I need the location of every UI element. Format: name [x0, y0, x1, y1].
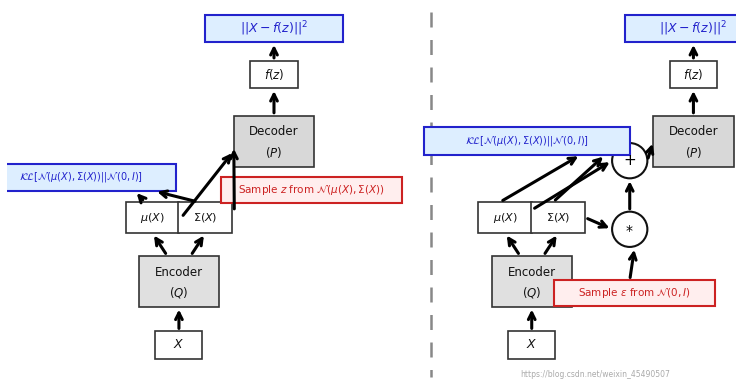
FancyBboxPatch shape	[625, 15, 743, 42]
Text: Decoder: Decoder	[669, 125, 718, 138]
Text: Sample $z$ from $\mathcal{N}(\mu(X), \Sigma(X))$: Sample $z$ from $\mathcal{N}(\mu(X), \Si…	[238, 183, 385, 197]
FancyBboxPatch shape	[508, 331, 555, 359]
FancyBboxPatch shape	[554, 280, 716, 306]
FancyBboxPatch shape	[221, 177, 402, 203]
FancyBboxPatch shape	[126, 202, 179, 233]
Text: $\mathcal{K}\mathcal{L}[\mathcal{N}(\mu(X),\Sigma(X))||\mathcal{N}(0,I)]$: $\mathcal{K}\mathcal{L}[\mathcal{N}(\mu(…	[465, 134, 588, 148]
Text: https://blog.csdn.net/weixin_45490507: https://blog.csdn.net/weixin_45490507	[521, 370, 670, 379]
Text: Sample $\epsilon$ from $\mathcal{N}(0, I)$: Sample $\epsilon$ from $\mathcal{N}(0, I…	[578, 286, 691, 300]
Text: $(P)$: $(P)$	[685, 145, 702, 160]
Text: $\mu(X)$: $\mu(X)$	[493, 210, 518, 224]
FancyBboxPatch shape	[139, 256, 219, 307]
FancyBboxPatch shape	[531, 202, 585, 233]
Text: $X$: $X$	[526, 338, 537, 351]
Circle shape	[612, 143, 647, 178]
Text: $(Q)$: $(Q)$	[169, 285, 189, 300]
Circle shape	[612, 212, 647, 247]
Text: $||X - f(z)||^2$: $||X - f(z)||^2$	[240, 19, 308, 38]
Text: $||X - f(z)||^2$: $||X - f(z)||^2$	[659, 19, 727, 38]
FancyBboxPatch shape	[424, 127, 630, 155]
Text: $f(z)$: $f(z)$	[264, 67, 285, 82]
FancyBboxPatch shape	[155, 331, 202, 359]
Text: $f(z)$: $f(z)$	[683, 67, 704, 82]
FancyBboxPatch shape	[670, 61, 717, 88]
Text: $+$: $+$	[623, 153, 636, 168]
Text: $(Q)$: $(Q)$	[522, 285, 542, 300]
Text: Encoder: Encoder	[507, 266, 556, 279]
FancyBboxPatch shape	[492, 256, 572, 307]
Text: $X$: $X$	[173, 338, 184, 351]
Text: $\Sigma(X)$: $\Sigma(X)$	[193, 211, 218, 224]
Text: $*$: $*$	[626, 222, 634, 236]
FancyBboxPatch shape	[178, 202, 233, 233]
Text: $\Sigma(X)$: $\Sigma(X)$	[546, 211, 571, 224]
FancyBboxPatch shape	[234, 116, 314, 166]
Text: Encoder: Encoder	[155, 266, 203, 279]
FancyBboxPatch shape	[250, 61, 297, 88]
FancyBboxPatch shape	[0, 164, 177, 191]
FancyBboxPatch shape	[205, 15, 343, 42]
FancyBboxPatch shape	[653, 116, 733, 166]
FancyBboxPatch shape	[478, 202, 532, 233]
Text: Decoder: Decoder	[249, 125, 299, 138]
Text: $(P)$: $(P)$	[265, 145, 282, 160]
Text: $\mu(X)$: $\mu(X)$	[140, 210, 165, 224]
Text: $\mathcal{K}\mathcal{L}[\mathcal{N}(\mu(X),\Sigma(X))||\mathcal{N}(0,I)]$: $\mathcal{K}\mathcal{L}[\mathcal{N}(\mu(…	[19, 170, 143, 184]
